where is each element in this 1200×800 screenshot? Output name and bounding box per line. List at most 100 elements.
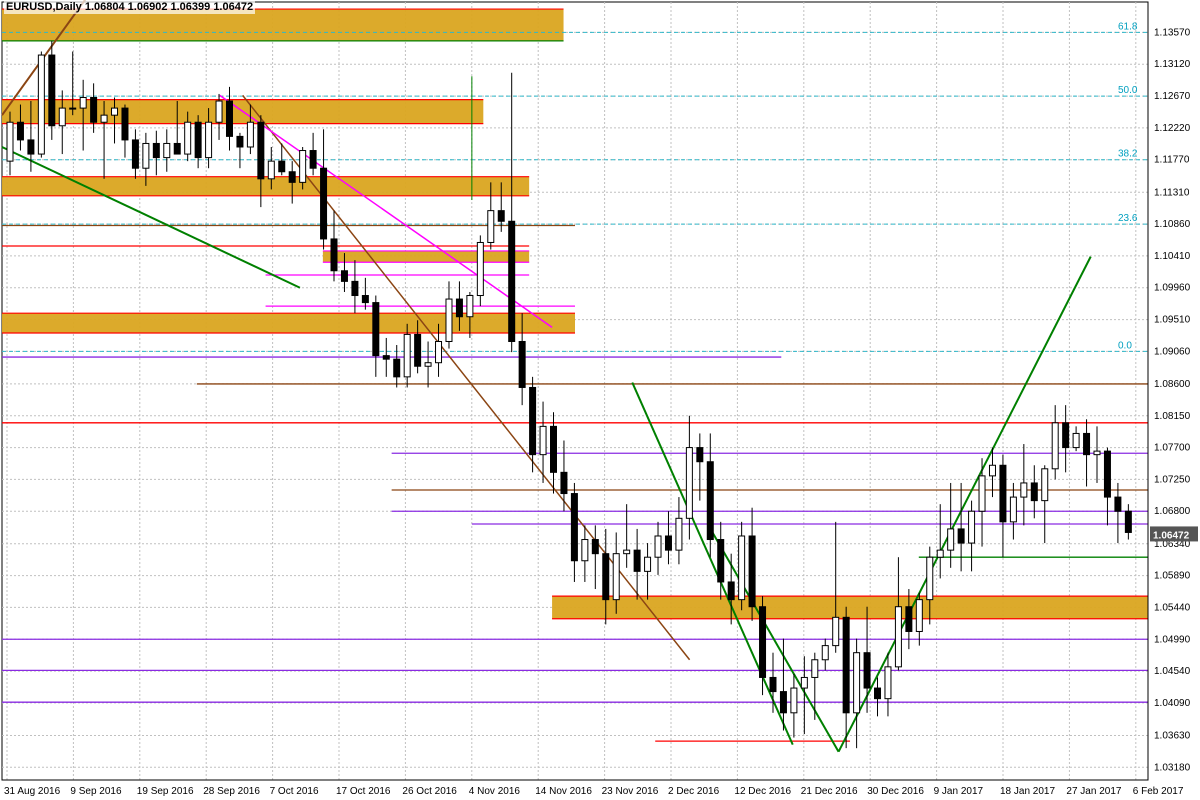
x-axis-label: 6 Feb 2017: [1133, 786, 1184, 797]
y-axis-label: 1.10860: [1154, 219, 1191, 230]
candle-body: [498, 211, 504, 222]
candle-body: [1042, 469, 1048, 501]
x-axis-label: 9 Jan 2017: [934, 786, 984, 797]
candle-body: [1115, 497, 1121, 511]
candle-body: [676, 518, 682, 550]
candle-body: [456, 299, 462, 317]
candle-body: [613, 554, 619, 600]
y-axis-label: 1.13570: [1154, 27, 1191, 38]
y-axis-label: 1.09060: [1154, 346, 1191, 357]
candle-body: [226, 101, 232, 136]
y-axis-label: 1.05890: [1154, 571, 1191, 582]
y-axis-label: 1.05440: [1154, 602, 1191, 613]
candle-body: [739, 536, 745, 600]
candle-body: [718, 540, 724, 582]
x-axis-label: 18 Jan 2017: [1000, 786, 1055, 797]
candle-body: [446, 299, 452, 341]
candle-body: [70, 108, 76, 109]
candle-body: [279, 161, 285, 172]
current-price-label: 1.06472: [1153, 530, 1190, 541]
candle-body: [321, 168, 327, 239]
candle-body: [331, 239, 337, 271]
x-axis-label: 23 Nov 2016: [602, 786, 659, 797]
x-axis-label: 4 Nov 2016: [469, 786, 521, 797]
candle-body: [112, 108, 118, 115]
candle-body: [1104, 451, 1110, 497]
y-axis-label: 1.11310: [1154, 187, 1190, 198]
candle-body: [707, 462, 713, 540]
candle-body: [906, 607, 912, 632]
y-axis-label: 1.04090: [1154, 698, 1191, 709]
chart-svg[interactable]: 1.135701.131201.126701.122201.117701.113…: [0, 0, 1200, 800]
candle-body: [1021, 483, 1027, 497]
candle-body: [665, 536, 671, 550]
candle-body: [341, 271, 347, 282]
candle-body: [780, 692, 786, 713]
candle-body: [185, 122, 191, 154]
candle-body: [122, 108, 128, 140]
x-axis-label: 2 Dec 2016: [668, 786, 720, 797]
candle-body: [1031, 483, 1037, 501]
y-axis-label: 1.03180: [1154, 762, 1191, 773]
chart-title: EURUSD,Daily 1.06804 1.06902 1.06399 1.0…: [4, 0, 255, 14]
candle-body: [760, 607, 766, 678]
candle-body: [582, 540, 588, 561]
x-axis-label: 7 Oct 2016: [270, 786, 319, 797]
candle-body: [477, 242, 483, 295]
candle-body: [132, 140, 138, 168]
x-axis-label: 17 Oct 2016: [336, 786, 391, 797]
candle-body: [383, 356, 389, 360]
candle-body: [801, 677, 807, 688]
y-axis-label: 1.11770: [1154, 155, 1190, 166]
x-axis-label: 12 Dec 2016: [734, 786, 791, 797]
symbol-label: EURUSD,Daily: [6, 1, 82, 13]
y-axis-label: 1.04990: [1154, 634, 1191, 645]
candle-body: [509, 221, 515, 341]
candle-body: [394, 359, 400, 377]
candle-body: [49, 55, 55, 126]
candle-body: [571, 494, 577, 561]
price-zone: [2, 177, 529, 196]
y-axis-label: 1.06800: [1154, 506, 1191, 517]
candle-body: [875, 688, 881, 699]
y-axis-label: 1.07250: [1154, 474, 1191, 485]
candle-body: [530, 387, 536, 454]
candle-body: [864, 653, 870, 688]
candle-body: [519, 341, 525, 387]
fib-level-label: 38.2: [1118, 149, 1138, 160]
price-zone: [323, 251, 529, 262]
candle-body: [216, 101, 222, 122]
candle-body: [1010, 497, 1016, 522]
y-axis-label: 1.04540: [1154, 666, 1191, 677]
x-axis-label: 31 Aug 2016: [4, 786, 61, 797]
fib-level-label: 50.0: [1118, 85, 1138, 96]
x-axis-label: 14 Nov 2016: [535, 786, 592, 797]
y-axis-label: 1.09960: [1154, 283, 1191, 294]
candle-body: [895, 607, 901, 667]
candle-body: [645, 557, 651, 571]
candle-body: [624, 550, 630, 554]
candle-body: [415, 334, 421, 366]
candle-body: [143, 143, 149, 168]
candle-body: [561, 472, 567, 493]
candle-body: [791, 688, 797, 713]
x-axis-label: 21 Dec 2016: [801, 786, 858, 797]
candle-body: [7, 122, 13, 161]
fib-level-label: 61.8: [1118, 21, 1138, 32]
candle-body: [164, 143, 170, 157]
candle-body: [17, 122, 23, 140]
candle-body: [195, 122, 201, 157]
candle-body: [488, 211, 494, 243]
candle-body: [885, 667, 891, 699]
candle-body: [916, 600, 922, 632]
candle-body: [59, 108, 65, 126]
candle-body: [289, 172, 295, 183]
candle-body: [843, 617, 849, 712]
candle-body: [697, 448, 703, 462]
candle-body: [833, 617, 839, 645]
candle-body: [1094, 451, 1100, 455]
candle-body: [1000, 465, 1006, 522]
x-axis-label: 30 Dec 2016: [867, 786, 924, 797]
candle-body: [686, 448, 692, 519]
candle-body: [1052, 423, 1058, 469]
